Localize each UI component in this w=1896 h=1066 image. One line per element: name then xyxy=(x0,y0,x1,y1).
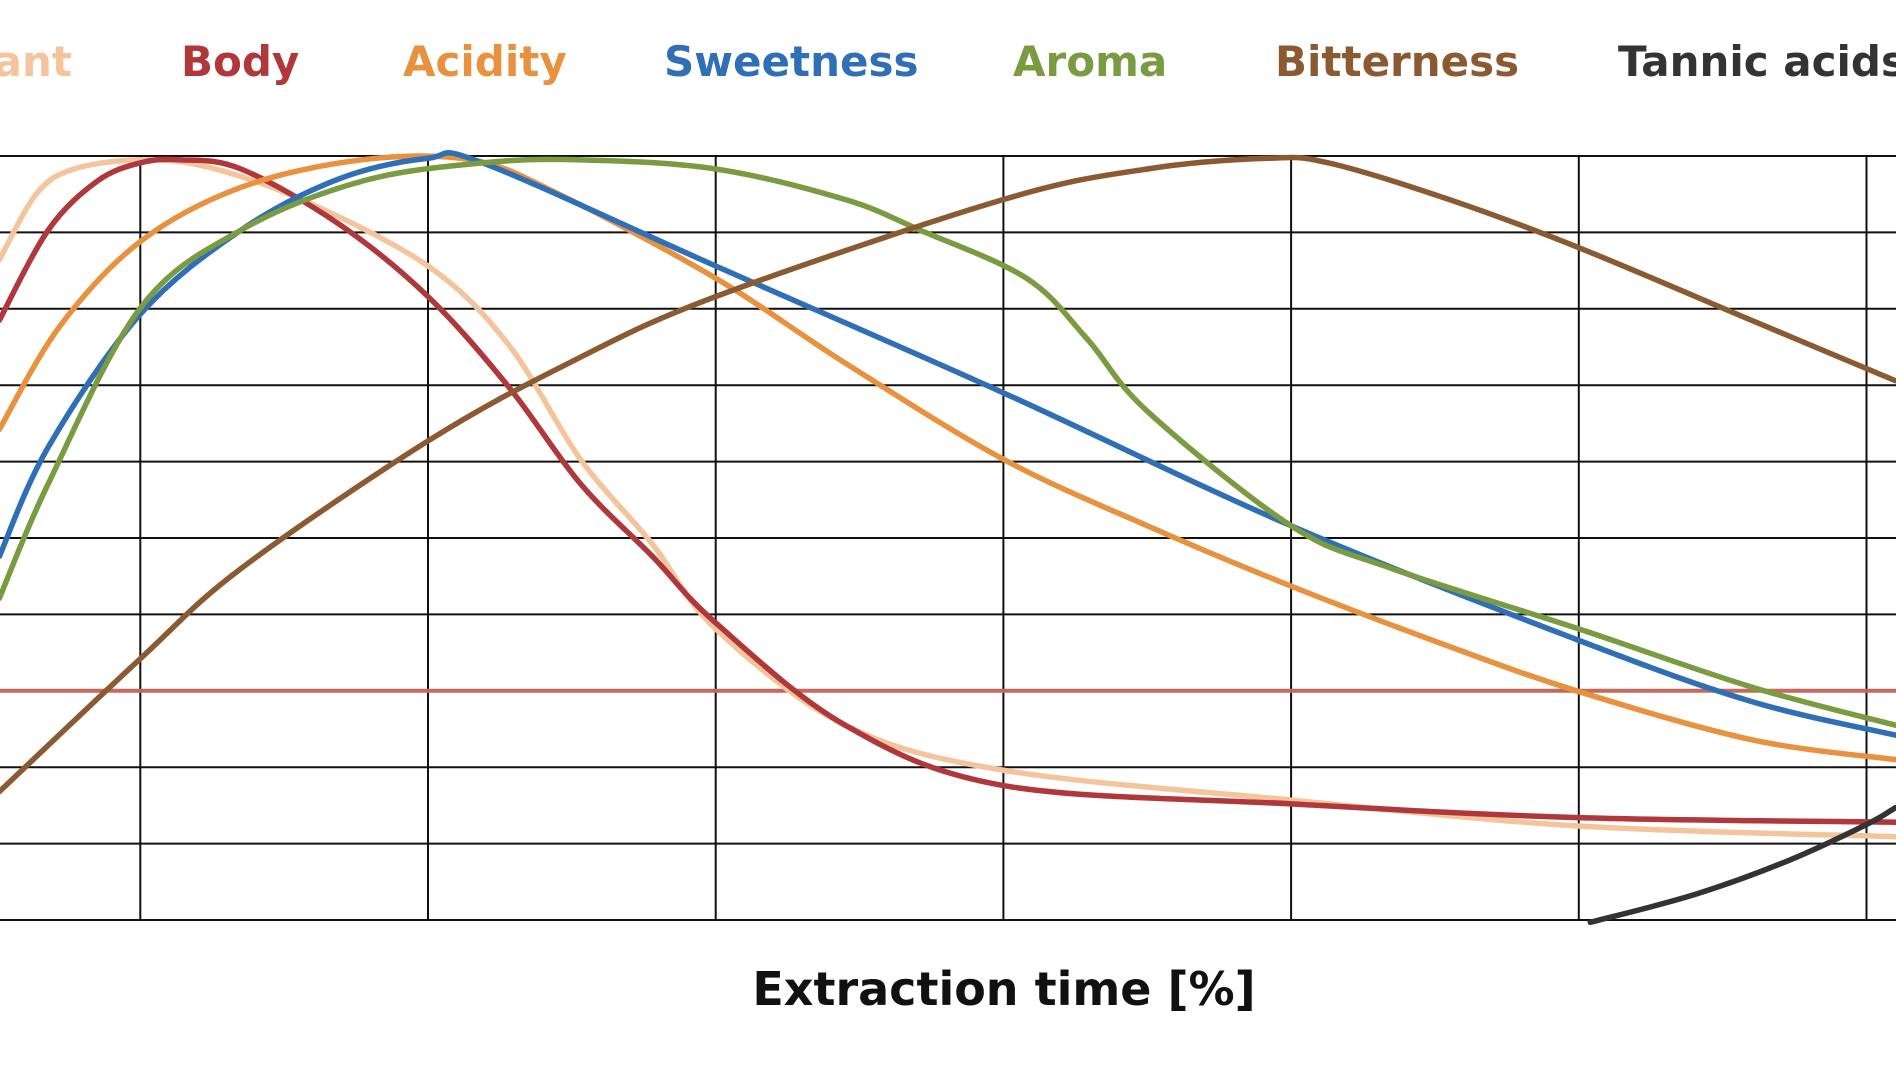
legend: Fragrant Body Acidity Sweetness Aroma Bittern… xyxy=(0,37,1896,86)
legend-item-acidity: Acidity xyxy=(403,37,567,86)
legend-item-bitterness: Bitterness xyxy=(1275,37,1519,86)
legend-item-sweetness: Sweetness xyxy=(664,37,918,86)
series-line-acidity xyxy=(0,153,1896,763)
series-lines xyxy=(0,149,1896,926)
legend-item-aroma: Aroma xyxy=(1013,37,1167,86)
series-line-tannic-acids xyxy=(1587,804,1896,926)
series-line-aroma xyxy=(0,156,1896,728)
legend-item-body: Body xyxy=(181,37,299,86)
grid xyxy=(0,155,1896,921)
legend-item-tannic-acids: Tannic acids xyxy=(1618,37,1896,86)
series-line-sweetness xyxy=(0,149,1896,738)
x-axis-label: Extraction time [%] xyxy=(752,962,1255,1016)
legend-item-fragrant: Fragrant xyxy=(0,37,72,86)
series-line-body xyxy=(0,156,1896,825)
series-line-bitterness xyxy=(0,154,1896,795)
